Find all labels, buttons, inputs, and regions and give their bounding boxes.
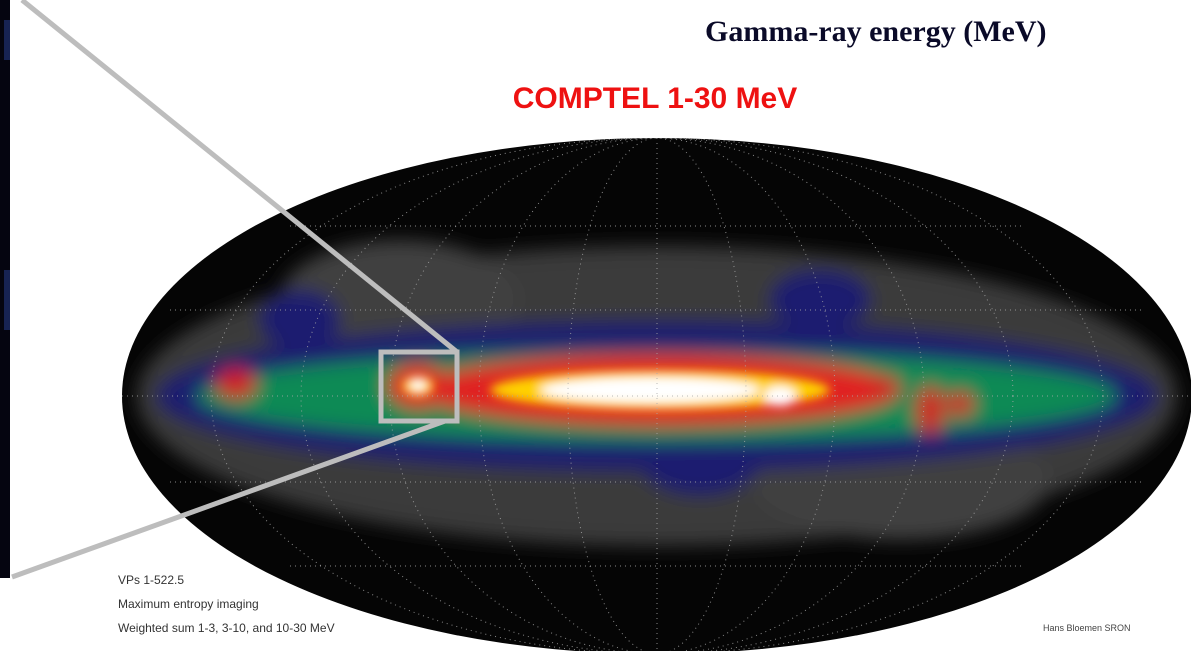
map-note: VPs 1-522.5	[118, 573, 184, 587]
side-strip-tint	[4, 270, 10, 330]
figure: Gamma-ray energy (MeV) COMPTEL 1-30 MeV …	[0, 0, 1191, 651]
side-strip-tint	[4, 20, 10, 60]
map-title: COMPTEL 1-30 MeV	[513, 82, 798, 115]
map-note: Weighted sum 1-3, 3-10, and 10-30 MeV	[118, 621, 335, 635]
page: Gamma-ray energy (MeV) COMPTEL 1-30 MeV …	[0, 0, 1191, 651]
map-credit: Hans Bloemen SRON	[1043, 623, 1131, 633]
map-note: Maximum entropy imaging	[118, 597, 259, 611]
header-title: Gamma-ray energy (MeV)	[705, 15, 1047, 48]
